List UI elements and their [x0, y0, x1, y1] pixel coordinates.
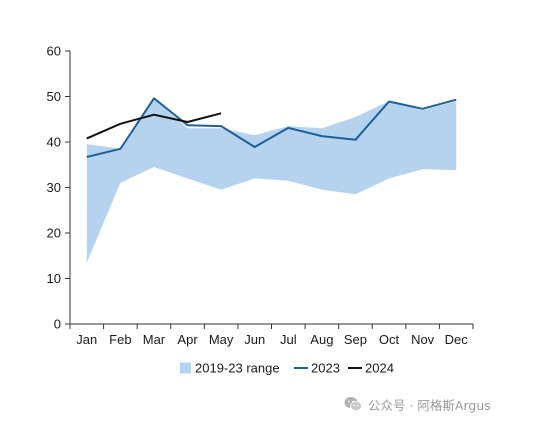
legend-label-2024: 2024	[365, 361, 394, 376]
x-tick-label: Jan	[76, 332, 97, 347]
range-band-layer	[86, 98, 457, 263]
x-tick-label: Sep	[344, 332, 367, 347]
series-line-2023	[86, 97, 457, 158]
x-tick-label: Dec	[445, 332, 469, 347]
x-tick-label: Mar	[143, 332, 166, 347]
y-tick-label: 30	[47, 180, 61, 195]
y-tick-label: 40	[47, 135, 61, 150]
legend: 2019-23 range 2023 2024	[180, 361, 394, 376]
y-tick-label: 0	[54, 317, 61, 332]
watermark-text: 公众号 · 阿格斯Argus	[368, 397, 491, 413]
x-tick-label: Jun	[244, 332, 265, 347]
x-tick-label: Aug	[310, 332, 333, 347]
range-band	[86, 98, 457, 263]
legend-label-2023: 2023	[311, 361, 340, 376]
series-layer	[86, 97, 457, 158]
x-tick-label: Oct	[379, 332, 400, 347]
x-tick-label: Feb	[109, 332, 131, 347]
series-line-2024	[86, 112, 222, 140]
legend-label-band: 2019-23 range	[195, 361, 280, 376]
axes: 0 10 20 30 40 50 60 Jan Feb Mar Apr May Jun Jul Aug Sep…	[47, 44, 474, 347]
x-tick-label: May	[209, 332, 234, 347]
y-tick-label: 20	[47, 226, 61, 241]
y-tick-label: 10	[47, 271, 61, 286]
legend-swatch-band	[180, 362, 191, 374]
y-tick-label: 60	[47, 44, 61, 59]
x-tick-label: Jul	[280, 332, 297, 347]
x-tick-label: Nov	[411, 332, 435, 347]
x-tick-label: Apr	[177, 332, 198, 347]
wechat-icon	[344, 397, 362, 411]
y-tick-label: 50	[47, 89, 61, 104]
watermark: 公众号 · 阿格斯Argus	[344, 394, 491, 414]
chart: 0 10 20 30 40 50 60 Jan Feb Mar Apr May Jun Jul Aug Sep…	[47, 44, 474, 376]
